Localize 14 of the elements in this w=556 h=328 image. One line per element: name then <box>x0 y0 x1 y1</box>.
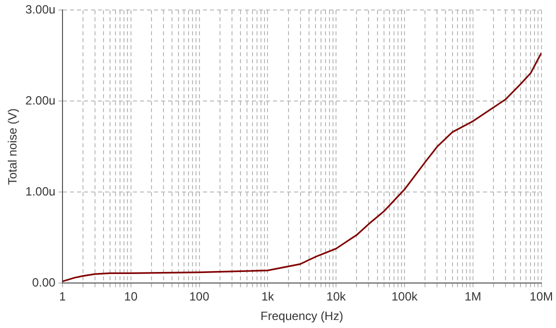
x-tick-label: 1k <box>261 290 275 304</box>
y-tick-label: 2.00u <box>25 94 56 108</box>
y-tick-label: 3.00u <box>25 2 56 17</box>
y-tick-label: 0.00 <box>32 276 56 290</box>
x-tick-label: 100k <box>391 290 419 304</box>
x-axis-title: Frequency (Hz) <box>260 309 344 324</box>
y-tick-label: 1.00u <box>25 184 56 199</box>
y-axis-title: Total noise (V) <box>6 108 20 186</box>
x-tick-label: 10M <box>530 290 554 304</box>
x-tick-label: 100 <box>189 290 210 304</box>
x-tick-label: 1M <box>464 290 482 304</box>
x-tick-label: 1 <box>59 290 66 304</box>
x-tick-label: 10k <box>326 290 347 304</box>
x-tick-label: 10 <box>124 290 138 304</box>
